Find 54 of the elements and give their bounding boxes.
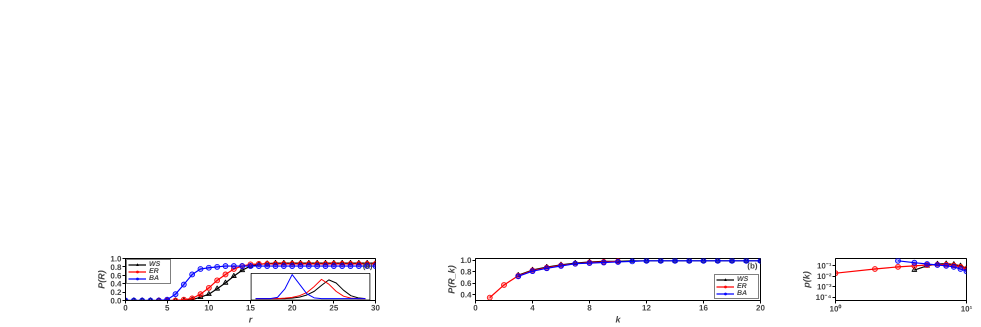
- point: [214, 285, 220, 291]
- y-tick-label: 10⁻³: [816, 282, 832, 292]
- point: [486, 294, 493, 300]
- x-tick-label: 5: [164, 304, 170, 312]
- x-tick-label: 15: [246, 304, 256, 312]
- y-tick-label: 10⁻⁴: [816, 292, 832, 302]
- y-tick-label: 1.0: [460, 256, 472, 266]
- y-tick-label: 0.8: [460, 268, 472, 277]
- x-tick-label: 12: [642, 304, 652, 312]
- point: [206, 290, 212, 296]
- y-axis-title: P(R): [96, 270, 106, 289]
- point: [206, 285, 212, 291]
- x-axis-title: k: [615, 314, 622, 324]
- point: [214, 277, 220, 284]
- point: [230, 272, 237, 278]
- y-tick-label: 1.0: [110, 254, 122, 264]
- x-tick-label: 16: [699, 304, 708, 312]
- point: [230, 263, 237, 269]
- point: [222, 263, 228, 269]
- x-tick-label: 30: [371, 304, 380, 312]
- x-tick-label: 25: [329, 304, 339, 312]
- point: [172, 291, 178, 298]
- x-tick-label: 8: [587, 304, 592, 312]
- point: [222, 280, 228, 285]
- point: [198, 266, 204, 272]
- y-tick-label: 0.0: [110, 296, 122, 306]
- x-tick-label: 0: [123, 304, 128, 312]
- y-tick-label: 10⁻¹: [816, 261, 832, 270]
- point: [198, 291, 204, 298]
- x-tick-label: 10⁰: [830, 304, 842, 314]
- y-axis-title: p(k): [802, 271, 812, 289]
- x-tick-label: 20: [288, 304, 298, 312]
- annotation: (b): [747, 262, 758, 270]
- point: [206, 264, 212, 271]
- y-tick-label: 0.2: [110, 288, 122, 298]
- point: [214, 264, 220, 270]
- point: [180, 282, 187, 288]
- y-tick-label: 0.6: [110, 271, 122, 280]
- point: [189, 272, 196, 278]
- y-tick-label: 0.8: [110, 262, 122, 272]
- y-tick-label: 0.6: [460, 279, 472, 288]
- y-axis-title: P(R_k): [446, 265, 456, 294]
- point: [501, 282, 507, 288]
- annotation: (a): [362, 262, 373, 270]
- x-tick-label: 0: [473, 304, 478, 312]
- x-tick-label: 20: [756, 304, 766, 312]
- x-tick-label: 10: [204, 304, 214, 312]
- x-tick-label: 10¹: [960, 304, 973, 314]
- x-axis-title: r: [248, 314, 253, 324]
- x-tick-label: 4: [530, 304, 536, 312]
- y-tick-label: 10⁻²: [816, 272, 832, 281]
- point: [222, 272, 228, 278]
- y-tick-label: 0.4: [110, 280, 122, 289]
- y-tick-label: 0.4: [460, 290, 472, 300]
